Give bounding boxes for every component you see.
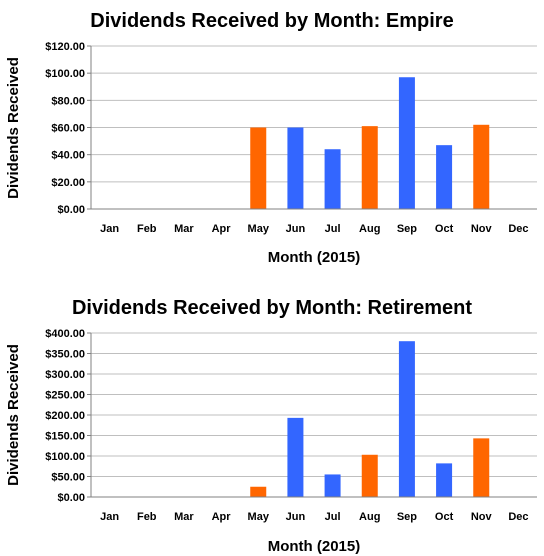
x-tick-label: Jul (325, 511, 341, 523)
x-tick-label: Jul (325, 223, 341, 235)
x-tick-label: Nov (471, 223, 493, 235)
bar-jul (324, 474, 341, 497)
x-tick-label: Nov (471, 511, 493, 523)
x-tick-label: Jun (286, 223, 306, 235)
bar-sep (398, 341, 415, 497)
y-tick-label: $50.00 (51, 472, 85, 484)
y-tick-label: $350.00 (45, 349, 85, 361)
x-tick-label: Dec (508, 223, 528, 235)
bar-nov (473, 438, 490, 497)
chart-empire: Dividends Received by Month: Empire $0.00… (5, 10, 537, 266)
x-tick-label: Aug (359, 223, 380, 235)
bar-sep (398, 77, 415, 209)
x-tick-label: Mar (174, 223, 194, 235)
x-tick-label: Oct (435, 223, 454, 235)
x-axis-title: Month (2015) (268, 538, 361, 555)
chart-title: Dividends Received by Month: Empire (90, 10, 453, 32)
bar-oct (436, 463, 453, 497)
x-tick-label: Sep (397, 223, 417, 235)
y-tick-label: $200.00 (45, 410, 85, 422)
x-tick-label: May (248, 511, 270, 523)
y-tick-label: $100.00 (45, 68, 85, 80)
y-axis-title: Dividends Received (5, 57, 22, 199)
y-tick-label: $100.00 (45, 451, 85, 463)
x-tick-label: Mar (174, 511, 194, 523)
x-tick-label: Jan (100, 511, 119, 523)
x-tick-label: May (248, 223, 270, 235)
bar-aug (361, 454, 378, 497)
x-tick-label: Jun (286, 511, 306, 523)
bar-may (250, 127, 267, 209)
y-tick-label: $80.00 (51, 95, 85, 107)
y-tick-label: $300.00 (45, 369, 85, 381)
bar-may (250, 486, 267, 497)
x-tick-label: Dec (508, 511, 528, 523)
bar-jun (287, 127, 304, 209)
x-tick-label: Apr (212, 511, 232, 523)
y-tick-label: $0.00 (57, 204, 85, 216)
y-tick-label: $40.00 (51, 150, 85, 162)
x-tick-label: Sep (397, 511, 417, 523)
bar-jul (324, 149, 341, 209)
bar-jun (287, 417, 304, 497)
x-tick-label: Apr (212, 223, 232, 235)
y-tick-label: $0.00 (57, 492, 85, 504)
x-tick-label: Aug (359, 511, 380, 523)
y-tick-label: $120.00 (45, 41, 85, 53)
x-tick-label: Feb (137, 511, 157, 523)
y-tick-label: $60.00 (51, 123, 85, 135)
bar-nov (473, 124, 490, 209)
bar-oct (436, 145, 453, 209)
x-tick-label: Jan (100, 223, 119, 235)
chart-retirement: Dividends Received by Month: Retirement $… (5, 297, 537, 555)
x-tick-label: Oct (435, 511, 454, 523)
y-tick-label: $400.00 (45, 328, 85, 340)
x-axis-title: Month (2015) (268, 249, 361, 266)
y-axis-title: Dividends Received (5, 344, 22, 486)
chart-title: Dividends Received by Month: Retirement (72, 297, 472, 319)
y-tick-label: $20.00 (51, 177, 85, 189)
y-tick-label: $150.00 (45, 431, 85, 443)
y-tick-label: $250.00 (45, 390, 85, 402)
bar-aug (361, 126, 378, 209)
x-tick-label: Feb (137, 223, 157, 235)
